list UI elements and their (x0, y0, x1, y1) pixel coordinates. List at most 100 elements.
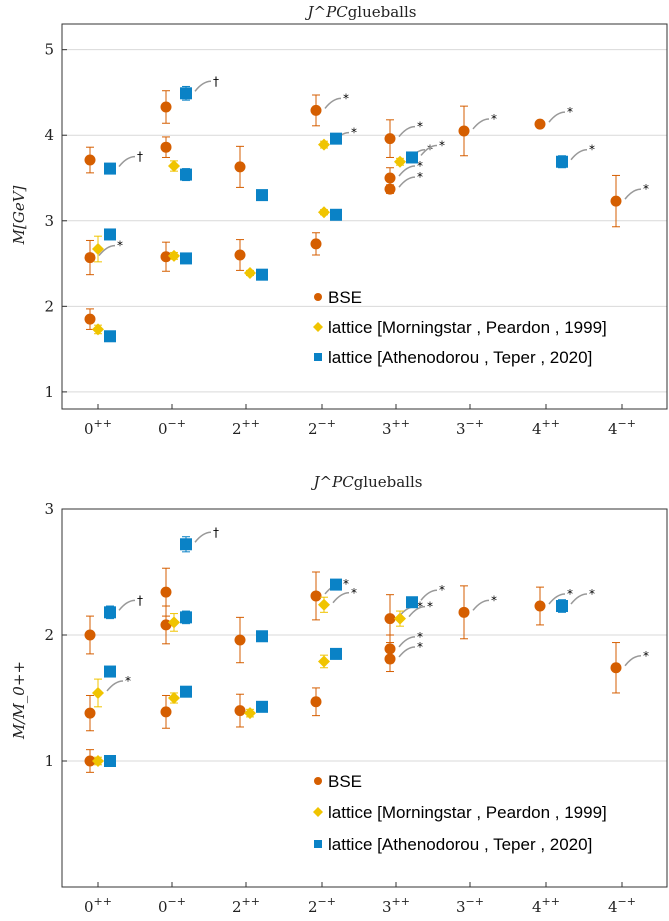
bse-marker (534, 600, 546, 612)
bse-marker (384, 643, 396, 655)
athenodorou-point: * (406, 583, 445, 609)
annotation-mark: * (343, 91, 349, 105)
bse-marker (160, 706, 172, 718)
morningstar-point (318, 206, 330, 219)
athenodorou-point (330, 208, 342, 221)
athenodorou-point (256, 189, 268, 202)
morningstar-point (92, 323, 104, 336)
annotation-mark: * (491, 112, 497, 126)
morningstar-marker (168, 692, 180, 704)
annotation-mark: * (427, 143, 433, 157)
athenodorou-marker (406, 151, 418, 164)
bse-point: * (458, 105, 497, 157)
legend-bse-marker (314, 777, 322, 785)
athenodorou-point (256, 630, 268, 643)
bse-point (310, 687, 322, 717)
athenodorou-point: * (556, 143, 595, 169)
annotation-mark: * (439, 138, 445, 152)
x-tick-label: 2++ (232, 417, 260, 438)
legend-athenodorou-marker (314, 840, 322, 848)
bse-marker (84, 755, 96, 767)
bse-marker (534, 118, 546, 130)
bse-point: * (310, 91, 349, 127)
legend: BSE lattice [Morningstar , Peardon , 199… (313, 288, 607, 367)
athenodorou-marker (556, 600, 568, 613)
annotation-leader (106, 680, 124, 692)
plot-frame (61, 23, 668, 410)
annotation-leader (472, 599, 490, 611)
annotation-mark: * (125, 674, 131, 688)
plot-frame (61, 508, 668, 888)
annotation-leader (324, 97, 342, 109)
morningstar-marker (244, 707, 256, 720)
bse-marker (384, 172, 396, 184)
annotation-mark: * (567, 105, 573, 119)
bse-marker (310, 590, 322, 602)
athenodorou-marker (330, 132, 342, 145)
annotation-leader (194, 531, 212, 543)
morningstar-point (168, 249, 180, 262)
bse-point (234, 616, 246, 664)
annotation-leader (398, 636, 416, 648)
athenodorou-marker (256, 700, 268, 713)
x-tick-label: 0++ (84, 417, 112, 438)
bse-marker (610, 195, 622, 207)
annotation-mark: * (589, 143, 595, 157)
morningstar-marker (244, 266, 256, 279)
athenodorou-marker (104, 228, 116, 241)
legend: BSE lattice [Morningstar , Peardon , 199… (313, 772, 607, 854)
bse-marker (84, 707, 96, 719)
athenodorou-marker (256, 189, 268, 202)
athenodorou-point: * (406, 138, 445, 164)
bse-marker (310, 104, 322, 116)
bse-point (234, 239, 246, 271)
athenodorou-point (256, 700, 268, 713)
athenodorou-point (180, 252, 192, 265)
athenodorou-point (104, 665, 116, 678)
athenodorou-point (256, 268, 268, 281)
annotation-leader (398, 176, 416, 188)
y-tick-label: 1 (44, 752, 54, 770)
annotation-leader (624, 188, 642, 200)
y-tick-label: 4 (44, 126, 54, 144)
legend-bse-label: BSE (328, 772, 362, 791)
annotation-mark: * (417, 630, 423, 644)
annotation-leader (420, 144, 438, 156)
x-tick-label: 3++ (382, 417, 410, 438)
annotation-leader (398, 165, 416, 177)
annotation-mark: * (351, 126, 357, 140)
y-axis-title: M[GeV] (10, 185, 28, 245)
bse-point (84, 308, 96, 330)
bse-marker (234, 634, 246, 646)
bse-marker (84, 629, 96, 641)
x-tick-label: 4−+ (608, 417, 636, 438)
bse-point (234, 145, 246, 188)
athenodorou-point: * (556, 587, 595, 613)
x-tick-label: 0−+ (158, 417, 186, 438)
bse-marker (84, 313, 96, 325)
legend-morningstar-marker (313, 322, 323, 332)
bse-point: * (458, 585, 497, 640)
annotation-leader (398, 125, 416, 138)
morningstar-marker (318, 598, 330, 611)
athenodorou-marker (104, 665, 116, 678)
annotation-mark: * (643, 649, 649, 663)
athenodorou-marker (180, 168, 192, 181)
x-tick-label: 0++ (84, 895, 112, 916)
y-tick-label: 2 (44, 626, 54, 644)
annotation-mark: * (351, 586, 357, 600)
athenodorou-marker (256, 268, 268, 281)
annotation-mark: * (343, 577, 349, 591)
x-tick-label: 3++ (382, 895, 410, 916)
annotation-mark: * (417, 170, 423, 184)
morningstar-marker (394, 155, 406, 168)
athenodorou-marker (180, 538, 192, 551)
bse-marker (160, 101, 172, 113)
x-tick-label: 2−+ (308, 417, 336, 438)
annotation-mark: † (137, 593, 143, 607)
bse-marker (160, 251, 172, 263)
x-tick-label: 4++ (532, 417, 560, 438)
bse-point (160, 567, 172, 617)
annotation-leader (624, 655, 642, 667)
